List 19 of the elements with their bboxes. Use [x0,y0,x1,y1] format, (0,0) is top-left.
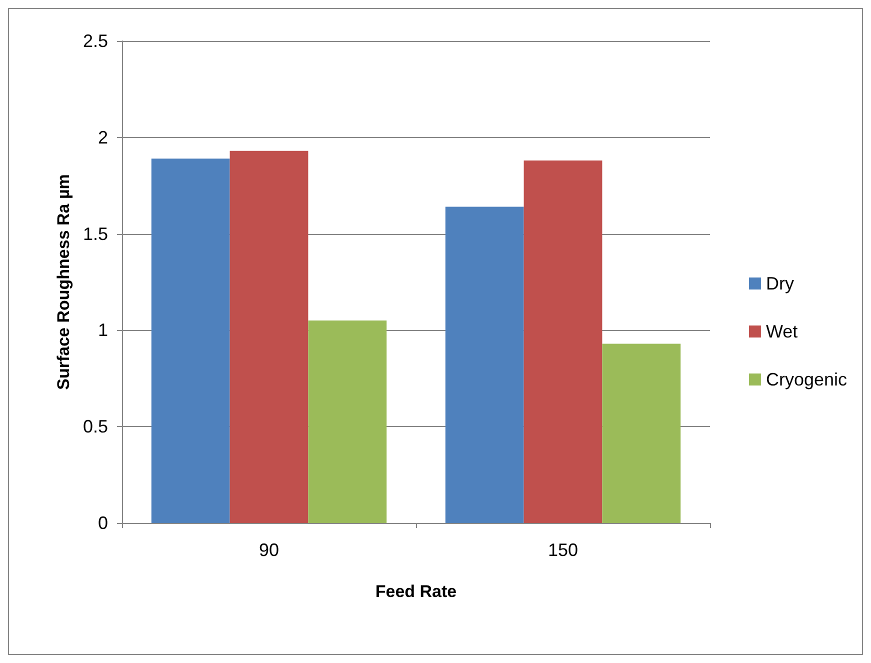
bar [445,206,524,523]
bar [602,344,681,523]
x-tick-label: 150 [548,540,578,560]
y-tick-label: 0 [98,513,108,533]
bar [151,158,230,523]
x-tick-label: 90 [258,540,280,560]
legend-label: Wet [766,322,798,342]
bar [308,320,387,523]
y-tick-label: 2.5 [82,31,108,51]
bar [524,160,602,523]
bar [230,150,308,523]
x-axis-title: Feed Rate [375,582,457,601]
y-axis-title: Surface Roughness Ra µm [54,174,74,390]
y-tick-label: 0.5 [82,416,108,437]
legend-label: Dry [766,274,794,294]
legend-label: Cryogenic [766,370,848,390]
y-tick-label: 2 [98,127,108,148]
y-tick-label: 1 [98,320,108,340]
y-tick-label: 1.5 [82,224,108,244]
